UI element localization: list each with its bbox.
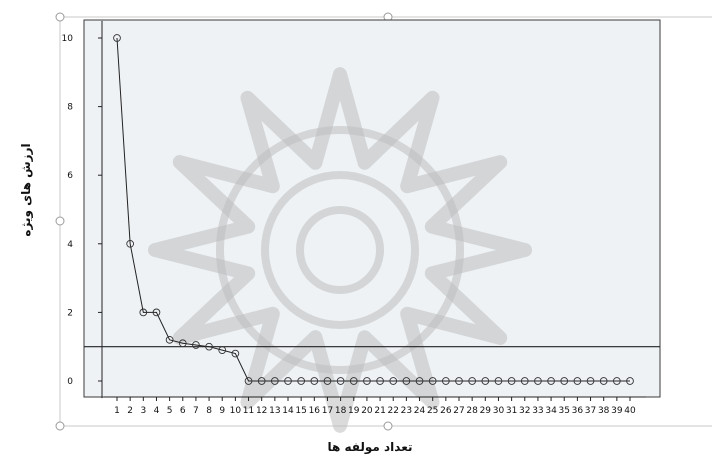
data-point: [231, 349, 240, 358]
x-tick-label: 25: [427, 406, 438, 416]
data-point: [113, 34, 121, 42]
resize-handle-bottom-center[interactable]: [383, 421, 393, 431]
x-tick-label: 14: [282, 406, 294, 416]
x-tick-label: 4: [154, 406, 160, 416]
data-point: [218, 346, 227, 354]
data-point: [139, 308, 148, 317]
data-point: [402, 377, 411, 385]
data-point: [494, 377, 503, 385]
data-point: [165, 335, 174, 344]
x-tick-label: 22: [388, 406, 399, 416]
x-tick-label: 26: [440, 406, 452, 416]
x-tick-label: 8: [206, 406, 212, 416]
data-point: [586, 377, 595, 385]
data-point: [599, 377, 608, 385]
x-tick-label: 2: [127, 406, 133, 416]
x-tick-label: 32: [519, 406, 530, 416]
x-tick-label: 3: [140, 406, 146, 416]
data-point: [205, 342, 213, 351]
x-tick-label: 21: [374, 406, 385, 416]
selection-frame: [55, 12, 712, 431]
data-point: [626, 377, 634, 385]
x-tick-label: 9: [219, 406, 225, 416]
data-point: [270, 377, 279, 385]
y-tick-label: 2: [67, 308, 73, 318]
data-point: [323, 377, 332, 385]
x-tick-label: 12: [256, 406, 267, 416]
data-point: [363, 377, 371, 385]
data-point: [455, 377, 463, 385]
y-tick-label: 0: [67, 377, 73, 387]
resize-handle-bottom-left[interactable]: [55, 421, 65, 431]
data-point: [178, 339, 187, 348]
x-tick-label: 28: [466, 406, 478, 416]
data-point: [481, 377, 490, 385]
data-point: [520, 377, 529, 385]
data-point: [310, 377, 319, 385]
x-tick-label: 17: [322, 406, 333, 416]
data-point: [612, 377, 621, 385]
y-axis-title: ارزش های ویژه: [19, 143, 34, 236]
x-tick-label: 24: [414, 406, 426, 416]
y-tick-label: 6: [67, 171, 73, 181]
data-point: [336, 377, 345, 385]
data-point: [349, 377, 358, 385]
data-point: [507, 377, 516, 385]
x-tick-label: 34: [545, 406, 557, 416]
x-tick-label: 39: [611, 406, 623, 416]
x-tick-label: 6: [180, 406, 186, 416]
x-tick-label: 27: [453, 406, 464, 416]
x-tick-label: 36: [572, 406, 584, 416]
y-tick-label: 10: [62, 34, 74, 44]
data-point: [534, 377, 542, 385]
data-point: [126, 239, 135, 248]
data-point: [415, 377, 424, 385]
x-tick-label: 10: [230, 406, 242, 416]
x-tick-label: 37: [585, 406, 596, 416]
data-point: [284, 377, 292, 385]
data-point: [376, 377, 384, 385]
x-tick-label: 20: [361, 406, 373, 416]
watermark-emblem: [148, 67, 532, 433]
data-point: [560, 377, 569, 385]
x-tick-label: 35: [559, 406, 570, 416]
x-tick-label: 16: [309, 406, 321, 416]
y-tick-label: 8: [67, 103, 73, 113]
data-point: [244, 377, 253, 385]
series-line: [116, 37, 630, 382]
x-tick-label: 13: [269, 406, 280, 416]
resize-handle-left-middle[interactable]: [55, 216, 65, 226]
x-tick-label: 31: [506, 406, 517, 416]
y-tick-label: 4: [67, 240, 73, 250]
resize-handle-top-left[interactable]: [55, 12, 65, 22]
data-point: [257, 377, 266, 385]
data-point: [573, 377, 582, 385]
x-tick-label: 30: [493, 406, 505, 416]
data-point: [441, 377, 450, 385]
data-point: [389, 377, 398, 385]
x-tick-label: 33: [532, 406, 543, 416]
x-tick-label: 19: [348, 406, 360, 416]
data-point: [428, 377, 437, 385]
chart-marks: [84, 34, 660, 385]
x-tick-label: 11: [243, 406, 254, 416]
x-tick-label: 38: [598, 406, 610, 416]
x-tick-label: 7: [193, 406, 199, 416]
x-tick-label: 1: [114, 406, 120, 416]
data-point: [152, 308, 161, 317]
x-tick-label: 23: [401, 406, 412, 416]
x-tick-label: 40: [624, 406, 636, 416]
x-tick-label: 5: [167, 406, 173, 416]
x-tick-label: 18: [335, 406, 347, 416]
x-tick-label: 15: [295, 406, 306, 416]
x-axis-title: تعداد مولفه ها: [327, 440, 412, 455]
x-tick-label: 29: [480, 406, 492, 416]
data-point: [468, 377, 477, 385]
data-point: [297, 377, 306, 385]
data-point: [547, 377, 555, 385]
data-point: [192, 341, 200, 349]
